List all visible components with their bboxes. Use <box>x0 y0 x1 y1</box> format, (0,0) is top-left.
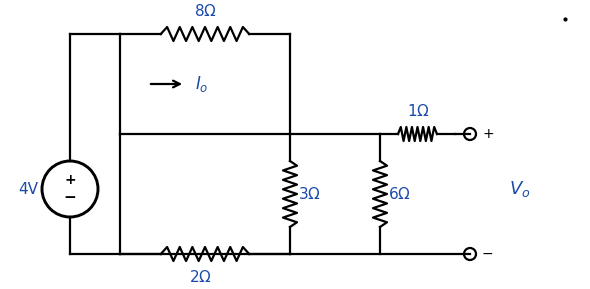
Text: $1\Omega$: $1\Omega$ <box>407 103 430 119</box>
Text: $8\Omega$: $8\Omega$ <box>194 3 217 19</box>
Text: $3\Omega$: $3\Omega$ <box>298 186 321 202</box>
Text: 4V: 4V <box>18 181 38 197</box>
Text: $I_o$: $I_o$ <box>195 74 208 94</box>
Text: $V_o$: $V_o$ <box>509 179 531 199</box>
Text: −: − <box>64 190 76 205</box>
Text: +: + <box>482 127 494 141</box>
Text: $6\Omega$: $6\Omega$ <box>388 186 411 202</box>
Text: +: + <box>64 173 76 187</box>
Text: $2\Omega$: $2\Omega$ <box>189 269 211 285</box>
Text: −: − <box>482 247 494 261</box>
